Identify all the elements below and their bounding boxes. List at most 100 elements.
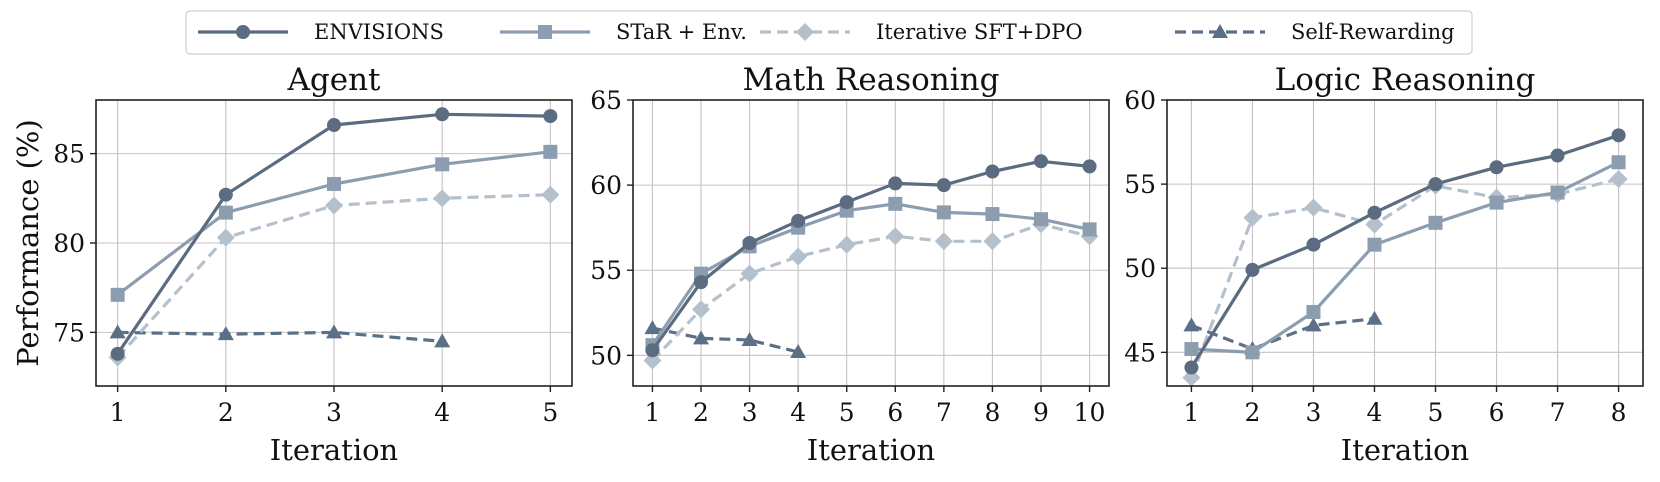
x-axis-label: Iteration [270, 433, 399, 467]
data-point [434, 333, 450, 347]
panel-math-reasoning: 1 2 3 4 5 6 7 8 9 10 50 55 60 65 Math Reasoning Iterati… [590, 62, 1109, 467]
data-point [543, 145, 557, 159]
y-tick-label: 50 [1124, 254, 1156, 283]
series-line [652, 328, 798, 352]
y-tick-label: 55 [1124, 170, 1156, 199]
data-point [1367, 238, 1381, 252]
data-point [644, 320, 660, 334]
data-point [1083, 159, 1097, 173]
data-point [1612, 155, 1626, 169]
data-point [325, 196, 343, 214]
data-point [1034, 212, 1048, 226]
data-point [645, 343, 659, 357]
data-point [1610, 170, 1628, 188]
series-self-rewarding [110, 324, 451, 347]
series-iterative-sft-dpo [643, 215, 1098, 369]
y-tick-label: 55 [590, 256, 622, 285]
x-tick-label: 3 [326, 398, 342, 427]
x-tick-label: 3 [742, 398, 758, 427]
data-point [888, 176, 902, 190]
data-point [1490, 196, 1504, 210]
x-axis-label: Iteration [1341, 433, 1470, 467]
data-point [219, 206, 233, 220]
x-tick-label: 1 [644, 398, 660, 427]
series-star-env [1184, 155, 1625, 359]
legend: ENVISIONS STaR + Env. Iterative SFT+DPO Sel… [186, 11, 1472, 54]
data-point [1551, 149, 1565, 163]
data-point [985, 207, 999, 221]
data-point [840, 195, 854, 209]
x-tick-label: 2 [218, 398, 234, 427]
panel-agent: 1 2 3 4 5758085AgentIterationPerformance (%) [11, 62, 572, 467]
y-tick-label: 80 [53, 229, 85, 258]
data-point [1083, 222, 1097, 236]
legend-marker-circle [236, 25, 250, 39]
x-tick-label: 9 [1033, 398, 1049, 427]
x-tick-label: 2 [693, 398, 709, 427]
data-point [541, 186, 559, 204]
data-point [111, 288, 125, 302]
legend-marker-square [538, 25, 552, 39]
data-point [1612, 128, 1626, 142]
data-point [1306, 305, 1320, 319]
x-axis-label: Iteration [807, 433, 936, 467]
x-tick-label: 4 [1367, 398, 1383, 427]
panel-title: Agent [287, 62, 382, 98]
data-point [1366, 311, 1382, 325]
data-point [327, 118, 341, 132]
data-point [435, 157, 449, 171]
data-point [435, 107, 449, 121]
data-point [111, 347, 125, 361]
x-tick-label: 5 [1428, 398, 1444, 427]
x-tick-label: 6 [1489, 398, 1505, 427]
data-point [886, 227, 904, 245]
x-tick-label: 4 [790, 398, 806, 427]
data-point [327, 177, 341, 191]
x-tick-label: 1 [110, 398, 126, 427]
data-point [838, 236, 856, 254]
series-envisions [1184, 128, 1625, 374]
data-point [937, 178, 951, 192]
data-point [985, 165, 999, 179]
x-tick-label: 8 [1611, 398, 1627, 427]
x-tick-label: 7 [936, 398, 952, 427]
data-point [1304, 199, 1322, 217]
data-point [1306, 238, 1320, 252]
y-axis-label: Performance (%) [11, 119, 45, 367]
data-point [789, 248, 807, 266]
data-point [1429, 216, 1443, 230]
series-line [118, 332, 443, 341]
data-point [935, 232, 953, 250]
data-point [1184, 342, 1198, 356]
series-line [1191, 135, 1618, 367]
y-tick-label: 45 [1124, 338, 1156, 367]
y-tick-label: 60 [590, 171, 622, 200]
data-point [1367, 206, 1381, 220]
data-point [694, 275, 708, 289]
x-tick-label: 8 [984, 398, 1000, 427]
series-line [652, 224, 1089, 360]
axes-frame [1167, 100, 1643, 386]
y-tick-label: 60 [1124, 86, 1156, 115]
legend-label: STaR + Env. [616, 20, 747, 44]
y-tick-label: 65 [590, 86, 622, 115]
data-point [1034, 154, 1048, 168]
data-point [1184, 360, 1198, 374]
data-point [1551, 186, 1565, 200]
data-point [433, 189, 451, 207]
data-point [791, 214, 805, 228]
data-point [1243, 209, 1261, 227]
data-point [743, 236, 757, 250]
series-line [652, 161, 1089, 350]
data-point [888, 197, 902, 211]
legend-label: ENVISIONS [314, 20, 444, 44]
data-point [217, 229, 235, 247]
legend-label: Self-Rewarding [1291, 20, 1455, 44]
panel-title: Math Reasoning [743, 62, 1000, 98]
y-tick-label: 75 [53, 318, 85, 347]
x-tick-label: 7 [1550, 398, 1566, 427]
x-tick-label: 1 [1183, 398, 1199, 427]
data-point [1245, 263, 1259, 277]
data-point [983, 232, 1001, 250]
